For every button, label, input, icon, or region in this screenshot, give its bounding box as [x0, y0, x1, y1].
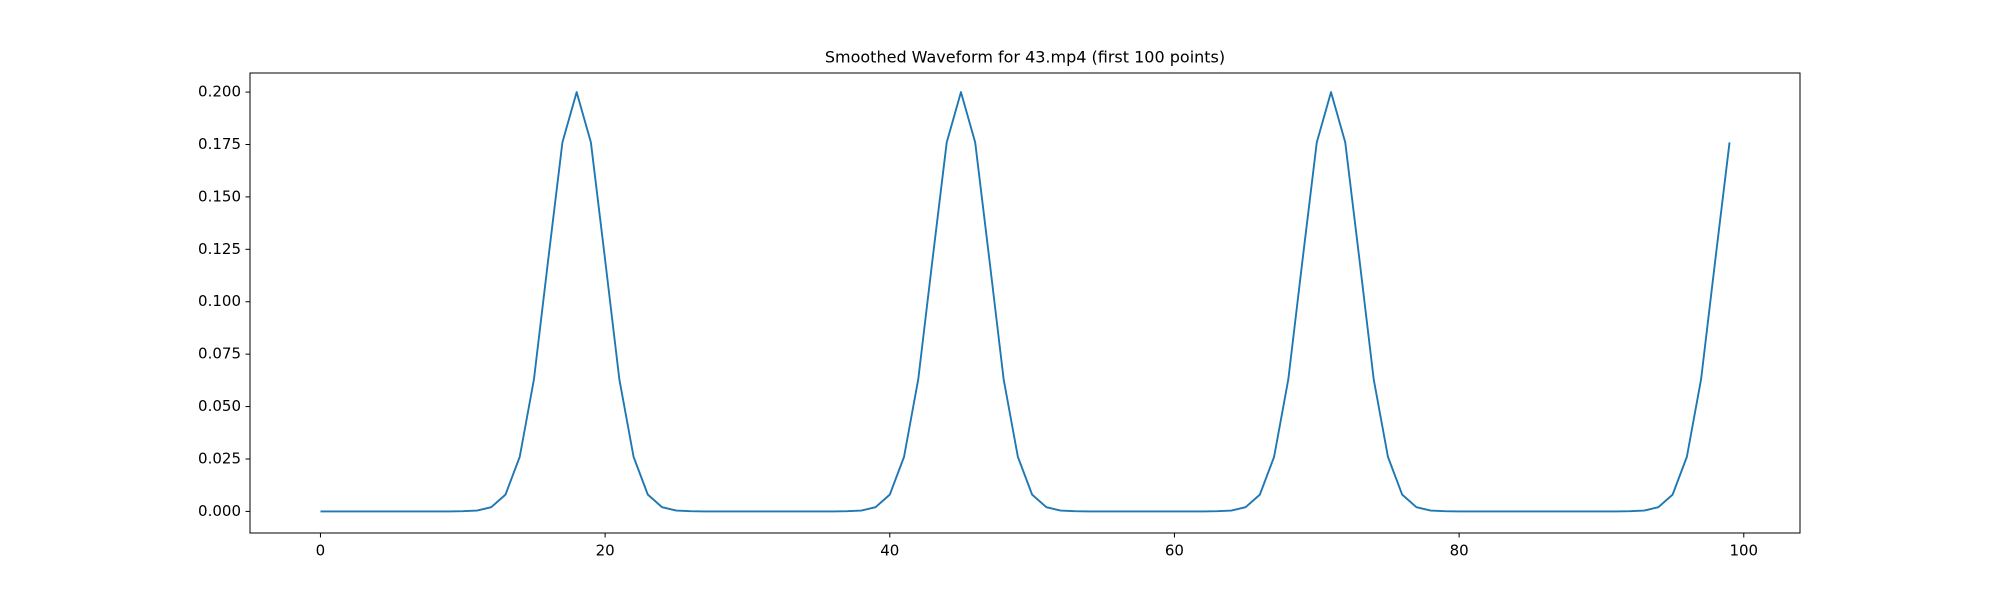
- y-tick-label: 0.050: [198, 397, 241, 415]
- plot-frame: [249, 72, 1801, 534]
- x-tick-label: 100: [1729, 542, 1758, 560]
- x-tick-label: 40: [880, 542, 899, 560]
- x-tick-label: 20: [596, 542, 615, 560]
- y-tick-label: 0.175: [198, 135, 241, 153]
- x-tick-label: 80: [1450, 542, 1469, 560]
- data-line: [320, 91, 1731, 513]
- y-tick-label: 0.200: [198, 83, 241, 101]
- x-tick-label: 0: [316, 542, 326, 560]
- y-tick-label: 0.075: [198, 345, 241, 363]
- y-tick-label: 0.100: [198, 292, 241, 310]
- y-tick-label: 0.000: [198, 502, 241, 520]
- y-tick-label: 0.125: [198, 240, 241, 258]
- chart-title: Smoothed Waveform for 43.mp4 (first 100 …: [825, 48, 1225, 67]
- x-tick-label: 60: [1165, 542, 1184, 560]
- y-tick-label: 0.150: [198, 187, 241, 205]
- y-tick-label: 0.025: [198, 449, 241, 467]
